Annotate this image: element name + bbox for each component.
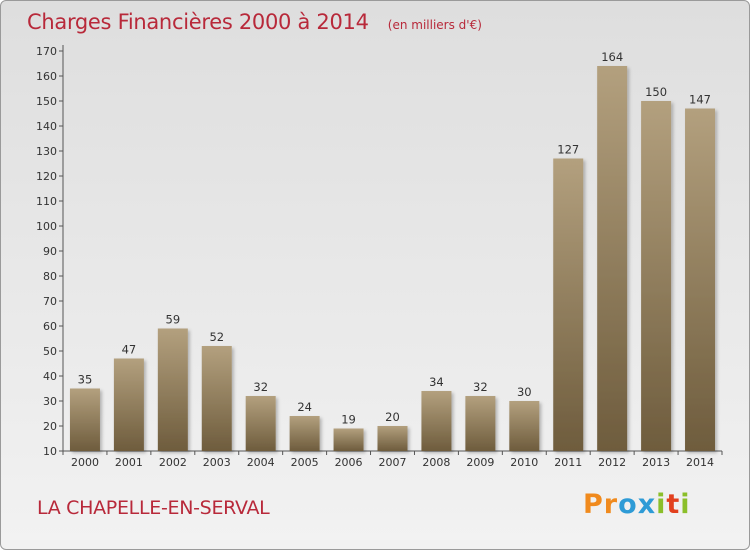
y-tick-label: 120 bbox=[36, 170, 57, 183]
bar bbox=[201, 346, 232, 451]
bar bbox=[157, 328, 188, 451]
x-tick-label: 2012 bbox=[598, 456, 626, 469]
logo-letter: t bbox=[666, 489, 681, 520]
bar-value-label: 150 bbox=[645, 85, 667, 99]
y-tick-label: 160 bbox=[36, 70, 57, 83]
logo-letter: P bbox=[583, 489, 604, 520]
bar bbox=[553, 158, 584, 451]
y-tick-label: 50 bbox=[43, 345, 57, 358]
commune-name: LA CHAPELLE-EN-SERVAL bbox=[37, 497, 270, 519]
y-tick-label: 20 bbox=[43, 420, 57, 433]
bar bbox=[245, 396, 276, 451]
bar-value-label: 30 bbox=[517, 385, 532, 399]
bar-value-label: 127 bbox=[557, 143, 579, 157]
x-tick-label: 2013 bbox=[642, 456, 670, 469]
y-tick-label: 40 bbox=[43, 370, 57, 383]
bar bbox=[597, 66, 628, 451]
bar-value-label: 32 bbox=[473, 380, 488, 394]
logo-letter: x bbox=[637, 489, 657, 520]
x-tick-label: 2007 bbox=[379, 456, 407, 469]
x-tick-label: 2009 bbox=[466, 456, 494, 469]
y-tick-label: 70 bbox=[43, 295, 57, 308]
x-tick-label: 2000 bbox=[71, 456, 99, 469]
y-tick-label: 60 bbox=[43, 320, 57, 333]
bar-value-label: 52 bbox=[209, 330, 224, 344]
bar-value-label: 24 bbox=[297, 400, 312, 414]
bar-value-label: 164 bbox=[601, 50, 623, 64]
x-tick-label: 2014 bbox=[686, 456, 714, 469]
y-tick-label: 100 bbox=[36, 220, 57, 233]
proxiti-logo[interactable]: Proxiti bbox=[583, 489, 691, 520]
bar bbox=[333, 428, 364, 451]
bar bbox=[113, 358, 144, 451]
x-tick-label: 2008 bbox=[422, 456, 450, 469]
x-tick-label: 2010 bbox=[510, 456, 538, 469]
bar-value-label: 32 bbox=[253, 380, 268, 394]
bar bbox=[377, 426, 408, 451]
bar bbox=[509, 401, 540, 451]
bar bbox=[289, 416, 320, 451]
bar bbox=[641, 101, 672, 451]
bar-value-label: 34 bbox=[429, 375, 444, 389]
chart-title: Charges Financières 2000 à 2014 bbox=[27, 10, 369, 34]
bar-value-label: 47 bbox=[122, 343, 137, 357]
x-tick-label: 2001 bbox=[115, 456, 143, 469]
chart-title-block: Charges Financières 2000 à 2014 (en mill… bbox=[27, 10, 482, 34]
chart-unit: (en milliers d'€) bbox=[387, 18, 482, 32]
y-tick-label: 170 bbox=[36, 45, 57, 58]
bar bbox=[421, 391, 452, 451]
y-tick-label: 150 bbox=[36, 95, 57, 108]
x-tick-label: 2005 bbox=[291, 456, 319, 469]
bar-value-label: 59 bbox=[166, 313, 181, 327]
x-tick-label: 2011 bbox=[554, 456, 582, 469]
bar bbox=[685, 108, 716, 451]
y-tick-label: 80 bbox=[43, 270, 57, 283]
x-tick-label: 2003 bbox=[203, 456, 231, 469]
x-tick-label: 2002 bbox=[159, 456, 187, 469]
y-tick-label: 110 bbox=[36, 195, 57, 208]
bar-value-label: 19 bbox=[341, 413, 356, 427]
bar-value-label: 20 bbox=[385, 410, 400, 424]
bar-value-label: 35 bbox=[78, 373, 93, 387]
bar bbox=[465, 396, 496, 451]
chart-axes: 10 20 30 40 50 60 70 80 90 100 110 120 130 140 150 160 1… bbox=[36, 45, 723, 469]
logo-letter: i bbox=[656, 489, 667, 520]
chart-bars: 35 47 59 52 32 24 19 20 34 32 30 127 164 150 147 bbox=[69, 50, 716, 451]
logo-letter: i bbox=[680, 489, 691, 520]
y-tick-label: 10 bbox=[43, 445, 57, 458]
x-tick-label: 2004 bbox=[247, 456, 275, 469]
y-tick-label: 130 bbox=[36, 145, 57, 158]
logo-letter: r bbox=[603, 489, 619, 520]
y-tick-label: 30 bbox=[43, 395, 57, 408]
bar bbox=[69, 388, 100, 451]
x-tick-label: 2006 bbox=[335, 456, 363, 469]
y-tick-label: 90 bbox=[43, 245, 57, 258]
y-tick-label: 140 bbox=[36, 120, 57, 133]
logo-letter: o bbox=[618, 489, 638, 520]
bar-value-label: 147 bbox=[689, 93, 711, 107]
